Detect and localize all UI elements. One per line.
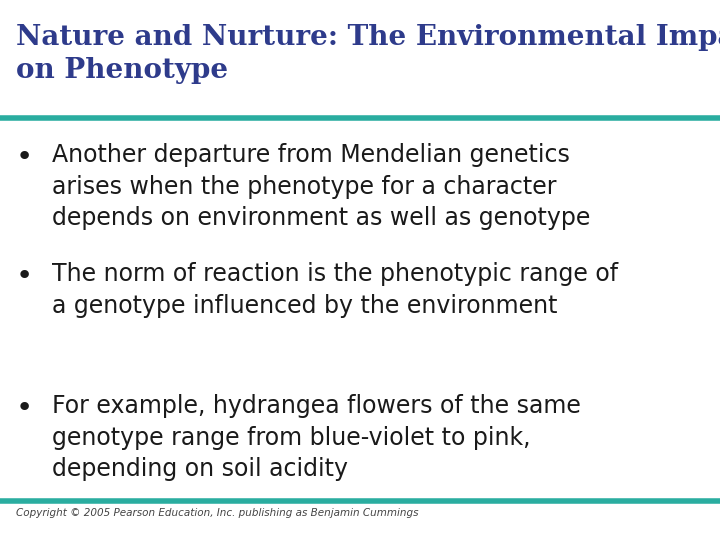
Text: The norm of reaction is the phenotypic range of
a genotype influenced by the env: The norm of reaction is the phenotypic r… [52, 262, 618, 318]
Text: Copyright © 2005 Pearson Education, Inc. publishing as Benjamin Cummings: Copyright © 2005 Pearson Education, Inc.… [16, 508, 418, 518]
Text: Another departure from Mendelian genetics
arises when the phenotype for a charac: Another departure from Mendelian genetic… [52, 143, 590, 230]
Text: Nature and Nurture: The Environmental Impact
on Phenotype: Nature and Nurture: The Environmental Im… [16, 24, 720, 84]
Text: •: • [16, 143, 33, 171]
Text: •: • [16, 262, 33, 290]
Text: •: • [16, 394, 33, 422]
Text: For example, hydrangea flowers of the same
genotype range from blue-violet to pi: For example, hydrangea flowers of the sa… [52, 394, 581, 481]
